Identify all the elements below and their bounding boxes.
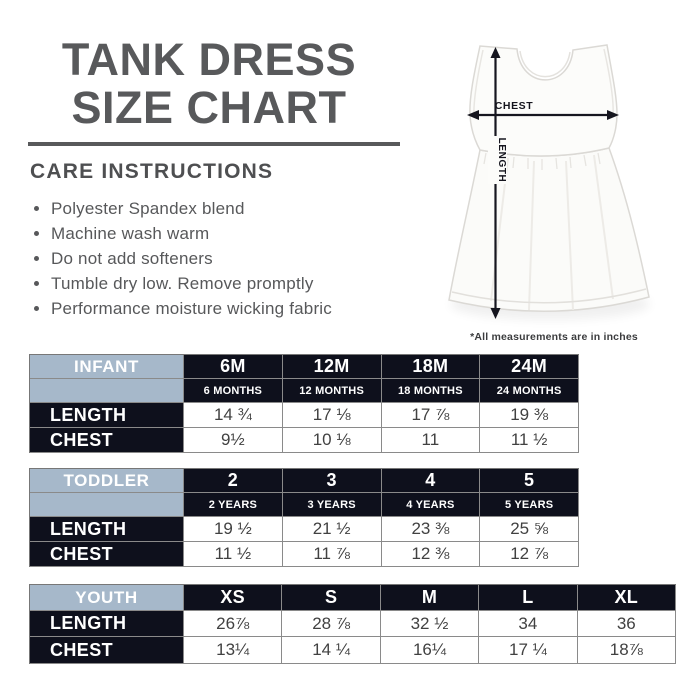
length-value-cell: 25 ⅝	[480, 517, 579, 542]
chest-value-cell: 18⅞	[577, 637, 676, 664]
size-header-cell: XL	[577, 585, 676, 611]
size-header-cell: M	[380, 585, 480, 611]
chest-row-label: CHEST	[30, 637, 184, 664]
length-value-cell: 17 ⅛	[282, 403, 382, 428]
size-header-cell: 5	[480, 469, 579, 493]
care-instructions-heading: CARE INSTRUCTIONS	[30, 160, 274, 183]
size-subtitle-cell: 5 YEARS	[480, 493, 579, 517]
size-subtitle-cell: 2 YEARS	[184, 493, 283, 517]
page-title-line1: TANK DRESS	[61, 34, 357, 85]
size-header-cell: XS	[184, 585, 283, 611]
size-subtitle-cell: 6 MONTHS	[184, 379, 283, 403]
tank-dress-illustration: CHEST LENGTH	[448, 44, 650, 320]
measurement-note: *All measurements are in inches	[470, 331, 638, 343]
length-arrow-label: LENGTH	[496, 138, 507, 183]
size-subtitle-cell: 12 MONTHS	[282, 379, 382, 403]
length-value-cell: 28 ⅞	[282, 611, 381, 637]
chest-value-cell: 12 ⅜	[381, 542, 481, 567]
length-value-cell: 19 ⅜	[480, 403, 579, 428]
size-header-cell: 18M	[381, 355, 481, 379]
chest-value-cell: 17 ¼	[479, 637, 578, 664]
size-header-cell: 2	[184, 469, 283, 493]
page-title: TANK DRESS SIZE CHART	[24, 36, 394, 132]
size-subtitle-cell: 18 MONTHS	[381, 379, 481, 403]
dress-skirt	[448, 147, 650, 313]
chest-arrow	[467, 110, 619, 120]
size-header-cell: 4	[381, 469, 481, 493]
chest-row-label: CHEST	[30, 542, 184, 567]
care-item: Polyester Spandex blend	[32, 196, 422, 221]
care-item: Machine wash warm	[32, 221, 422, 246]
chest-arrow-label: CHEST	[495, 100, 534, 112]
size-subtitle-cell: 4 YEARS	[381, 493, 481, 517]
length-value-cell: 21 ½	[282, 517, 382, 542]
care-item: Do not add softeners	[32, 246, 422, 271]
length-value-cell: 17 ⅞	[381, 403, 481, 428]
care-instructions-list: Polyester Spandex blend Machine wash war…	[32, 196, 422, 321]
length-row-label: LENGTH	[30, 611, 184, 637]
length-value-cell: 32 ½	[380, 611, 480, 637]
chest-value-cell: 13¼	[184, 637, 283, 664]
size-header-cell: 3	[282, 469, 382, 493]
toddler-size-table: TODDLER 2 3 4 5 2 YEARS 3 YEARS 4 YEARS …	[29, 468, 579, 567]
infant-group-header-spacer	[30, 379, 184, 403]
dress-bodice	[469, 44, 618, 170]
chest-value-cell: 11 ⅞	[282, 542, 382, 567]
chest-value-cell: 12 ⅞	[480, 542, 579, 567]
size-subtitle-cell: 24 MONTHS	[480, 379, 579, 403]
size-header-cell: 24M	[480, 355, 579, 379]
chest-value-cell: 11 ½	[184, 542, 283, 567]
chest-value-cell: 14 ¼	[282, 637, 381, 664]
toddler-group-header-spacer	[30, 493, 184, 517]
size-header-cell: S	[282, 585, 381, 611]
youth-size-table: YOUTH XS S M L XL LENGTH 26⅞ 28 ⅞ 32 ½ 3…	[29, 584, 676, 664]
care-item: Performance moisture wicking fabric	[32, 296, 422, 321]
title-divider	[28, 142, 400, 146]
youth-group-header: YOUTH	[30, 585, 184, 611]
size-header-cell: 12M	[282, 355, 382, 379]
toddler-group-header: TODDLER	[30, 469, 184, 493]
infant-size-table: INFANT 6M 12M 18M 24M 6 MONTHS 12 MONTHS…	[29, 354, 579, 453]
length-value-cell: 26⅞	[184, 611, 283, 637]
chest-value-cell: 10 ⅛	[282, 428, 382, 453]
chest-value-cell: 11	[381, 428, 481, 453]
chest-value-cell: 11 ½	[480, 428, 579, 453]
size-header-cell: 6M	[184, 355, 283, 379]
page-title-line2: SIZE CHART	[71, 82, 347, 133]
care-item: Tumble dry low. Remove promptly	[32, 271, 422, 296]
length-value-cell: 14 ¾	[184, 403, 283, 428]
length-row-label: LENGTH	[30, 403, 184, 428]
length-value-cell: 23 ⅜	[381, 517, 481, 542]
length-value-cell: 36	[577, 611, 676, 637]
length-value-cell: 19 ½	[184, 517, 283, 542]
chest-value-cell: 9½	[184, 428, 283, 453]
length-label-mask	[488, 136, 507, 184]
length-row-label: LENGTH	[30, 517, 184, 542]
infant-group-header: INFANT	[30, 355, 184, 379]
chest-row-label: CHEST	[30, 428, 184, 453]
length-value-cell: 34	[479, 611, 578, 637]
size-header-cell: L	[479, 585, 578, 611]
size-subtitle-cell: 3 YEARS	[282, 493, 382, 517]
chest-value-cell: 16¼	[380, 637, 480, 664]
